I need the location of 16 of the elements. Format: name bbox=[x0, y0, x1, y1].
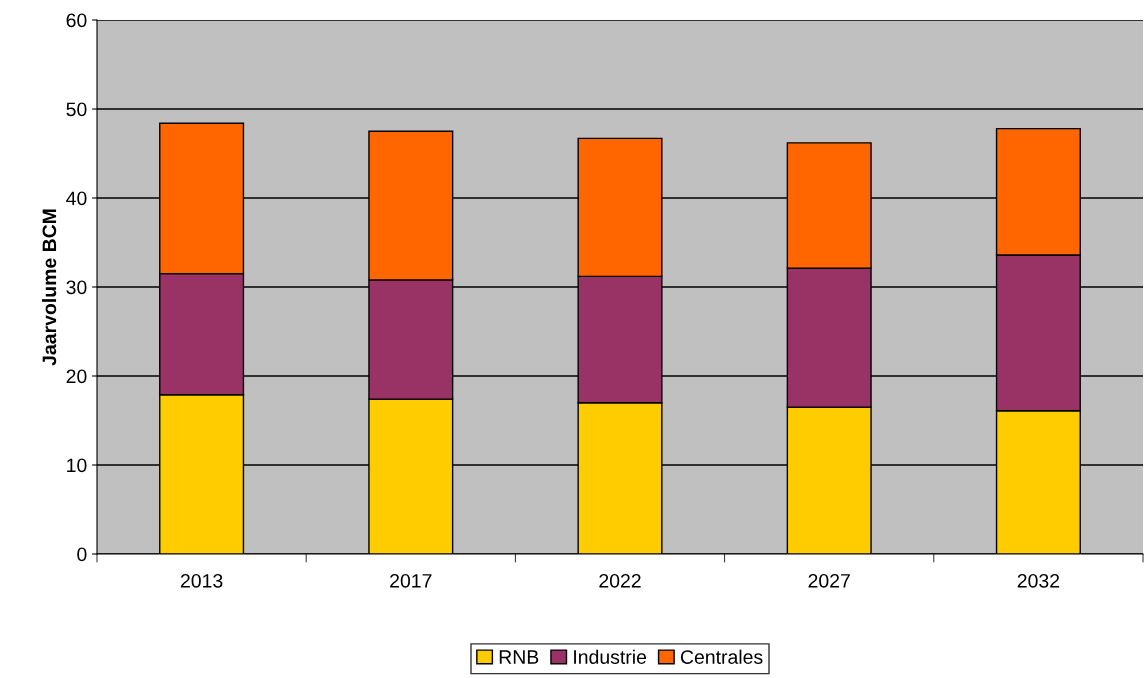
legend-label: Centrales bbox=[680, 649, 763, 664]
x-tick-label: 2032 bbox=[1017, 573, 1060, 588]
y-tick-label: 40 bbox=[66, 191, 87, 206]
y-tick-label: 10 bbox=[67, 458, 87, 473]
y-tick-label: 50 bbox=[66, 102, 87, 117]
legend-label: RNB bbox=[499, 650, 539, 664]
x-tick-label: 2013 bbox=[180, 573, 223, 588]
x-tick-label: 2027 bbox=[808, 573, 850, 588]
y-tick-label: 30 bbox=[66, 280, 87, 295]
y-tick-label: 60 bbox=[66, 13, 87, 28]
x-tick-label: 2022 bbox=[599, 573, 641, 588]
legend-label: Industrie bbox=[574, 649, 647, 664]
y-axis-title: Jaarvolume BCM bbox=[41, 209, 57, 366]
y-tick-label: 20 bbox=[66, 369, 87, 384]
x-tick-label: 2017 bbox=[390, 573, 432, 588]
y-tick-label: 0 bbox=[77, 547, 87, 562]
